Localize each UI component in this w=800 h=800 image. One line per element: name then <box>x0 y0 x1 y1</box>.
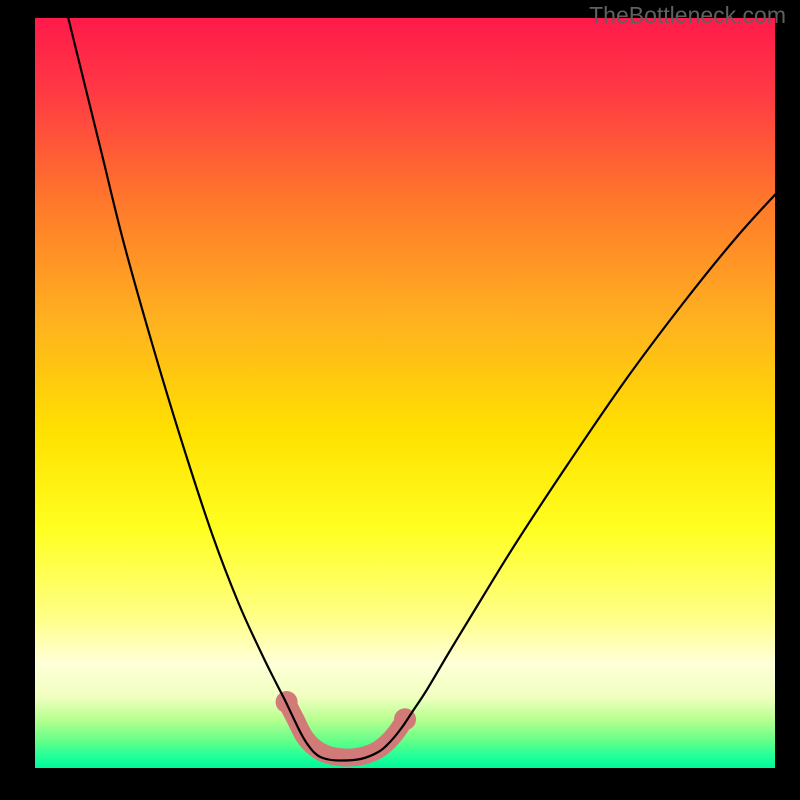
chart-container: TheBottleneck.com <box>0 0 800 800</box>
curves-layer <box>35 18 775 768</box>
watermark-text: TheBottleneck.com <box>589 2 786 29</box>
bottleneck-curve <box>65 18 775 761</box>
plot-area <box>35 18 775 768</box>
highlight-band <box>287 702 405 758</box>
